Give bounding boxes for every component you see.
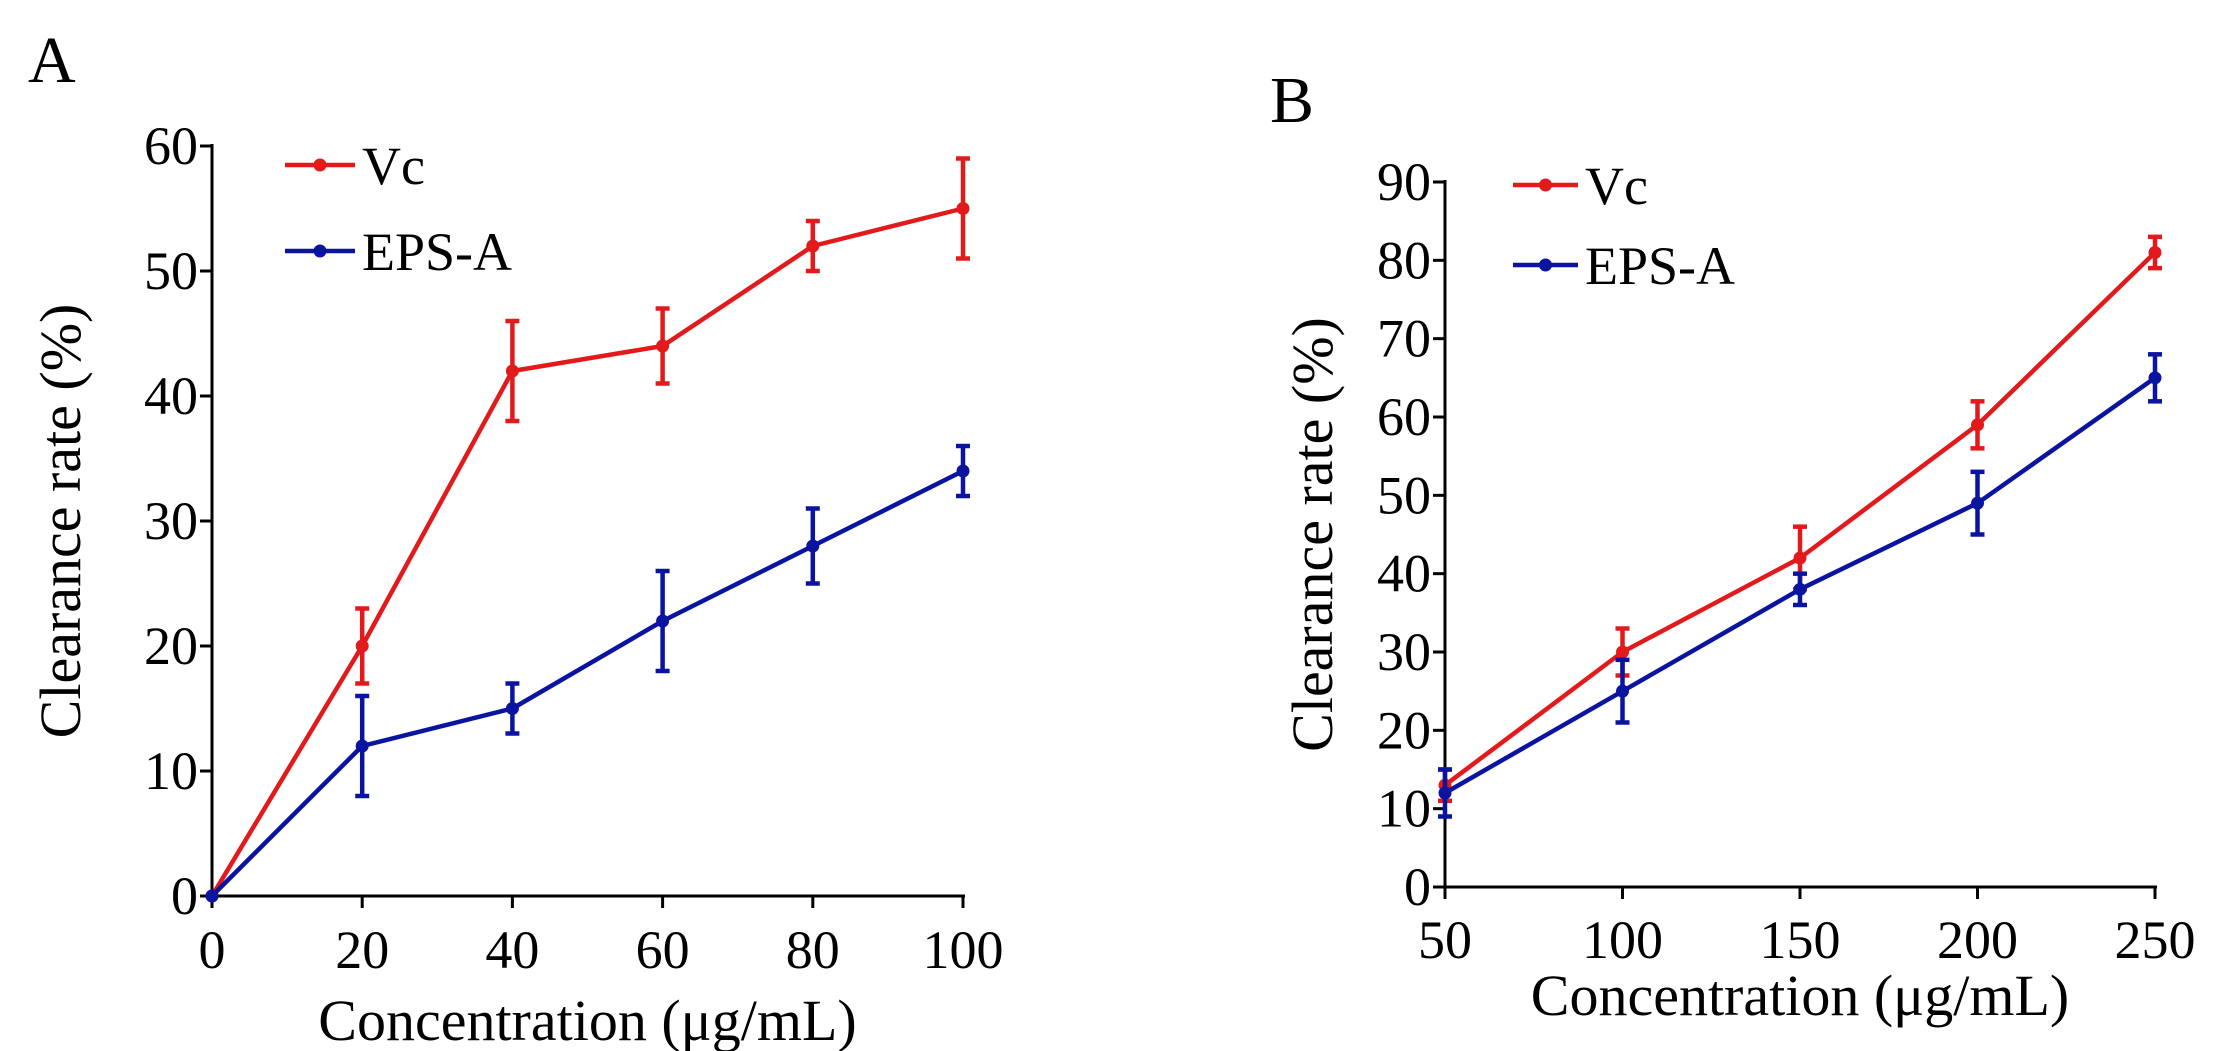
data-point — [956, 202, 970, 215]
data-point — [806, 239, 820, 253]
data-point — [656, 614, 670, 628]
x-tick-label: 40 — [485, 920, 539, 980]
x-tick-label: 150 — [1760, 910, 1841, 970]
series-line-eps-a — [210, 468, 965, 898]
legend-marker-eps-a — [1539, 258, 1552, 272]
y-axis-title: Clearance rate (%) — [1280, 317, 1345, 752]
data-point — [505, 364, 519, 378]
x-tick-label: 20 — [335, 920, 389, 980]
x-tick-label: 50 — [1418, 910, 1472, 970]
y-tick-label: 60 — [144, 116, 198, 176]
legend-label-vc: Vc — [362, 136, 425, 196]
legend-marker-vc — [1539, 178, 1552, 192]
x-axis-title: Concentration (μg/mL) — [318, 988, 856, 1051]
data-point — [1793, 551, 1807, 565]
data-point — [205, 889, 219, 903]
y-tick-label: 10 — [1377, 779, 1431, 839]
legend-marker-vc — [313, 158, 327, 172]
y-tick-label: 0 — [1404, 857, 1431, 917]
data-point — [806, 539, 820, 553]
data-point — [355, 739, 369, 753]
x-tick-label: 100 — [923, 920, 1004, 980]
series-vc — [1438, 234, 2162, 804]
data-point — [1971, 418, 1984, 432]
x-tick-label: 200 — [1937, 910, 2018, 970]
y-tick-label: 50 — [144, 241, 198, 301]
y-tick-label: 40 — [144, 366, 198, 426]
data-point — [1616, 645, 1629, 659]
legend-marker-eps-a — [313, 244, 327, 258]
series-line-vc — [210, 206, 964, 898]
y-tick-label: 50 — [1377, 465, 1431, 525]
x-tick-label: 80 — [786, 920, 840, 980]
data-point — [505, 702, 519, 715]
x-tick-label: 60 — [636, 920, 690, 980]
data-point — [1616, 684, 1629, 698]
y-axis-title: Clearance rate (%) — [28, 304, 93, 739]
legend-label-vc: Vc — [1585, 156, 1648, 216]
data-point — [656, 339, 670, 353]
y-tick-label: 80 — [1377, 230, 1431, 290]
y-tick-label: 20 — [144, 616, 198, 676]
x-axis-title: Concentration (μg/mL) — [1531, 963, 2069, 1028]
data-point — [2148, 371, 2162, 385]
x-tick-label: 0 — [199, 920, 226, 980]
data-point — [1971, 496, 1984, 510]
data-point — [1793, 582, 1807, 596]
y-tick-label: 60 — [1377, 387, 1431, 447]
panel-a: A 0 10 20 30 40 50 60 0 20 40 60 80 100 Clearance rate… — [28, 24, 1004, 1051]
series-eps-a — [1438, 352, 2162, 819]
panel-label: B — [1270, 64, 1314, 137]
x-tick-label: 100 — [1582, 910, 1663, 970]
y-tick-label: 0 — [171, 866, 198, 926]
y-tick-label: 40 — [1377, 544, 1431, 604]
y-tick-label: 30 — [1377, 622, 1431, 682]
series-eps-a — [205, 443, 970, 903]
data-point — [355, 639, 369, 653]
data-point — [2148, 246, 2162, 259]
legend-label-eps-a: EPS-A — [362, 222, 512, 282]
data-point — [1438, 786, 1452, 800]
panel-label: A — [28, 24, 76, 97]
y-tick-label: 90 — [1377, 152, 1431, 212]
y-tick-label: 20 — [1377, 700, 1431, 760]
y-tick-label: 70 — [1377, 309, 1431, 369]
y-tick-label: 10 — [144, 741, 198, 801]
series-line-vc — [1443, 250, 2157, 787]
x-tick-label: 250 — [2115, 910, 2196, 970]
legend-label-eps-a: EPS-A — [1585, 236, 1735, 296]
panel-b: B 0 10 20 30 40 50 60 70 80 90 50 100 150 200 250 Cleara… — [1270, 64, 2196, 1028]
data-point — [956, 464, 970, 478]
y-tick-label: 30 — [144, 491, 198, 551]
